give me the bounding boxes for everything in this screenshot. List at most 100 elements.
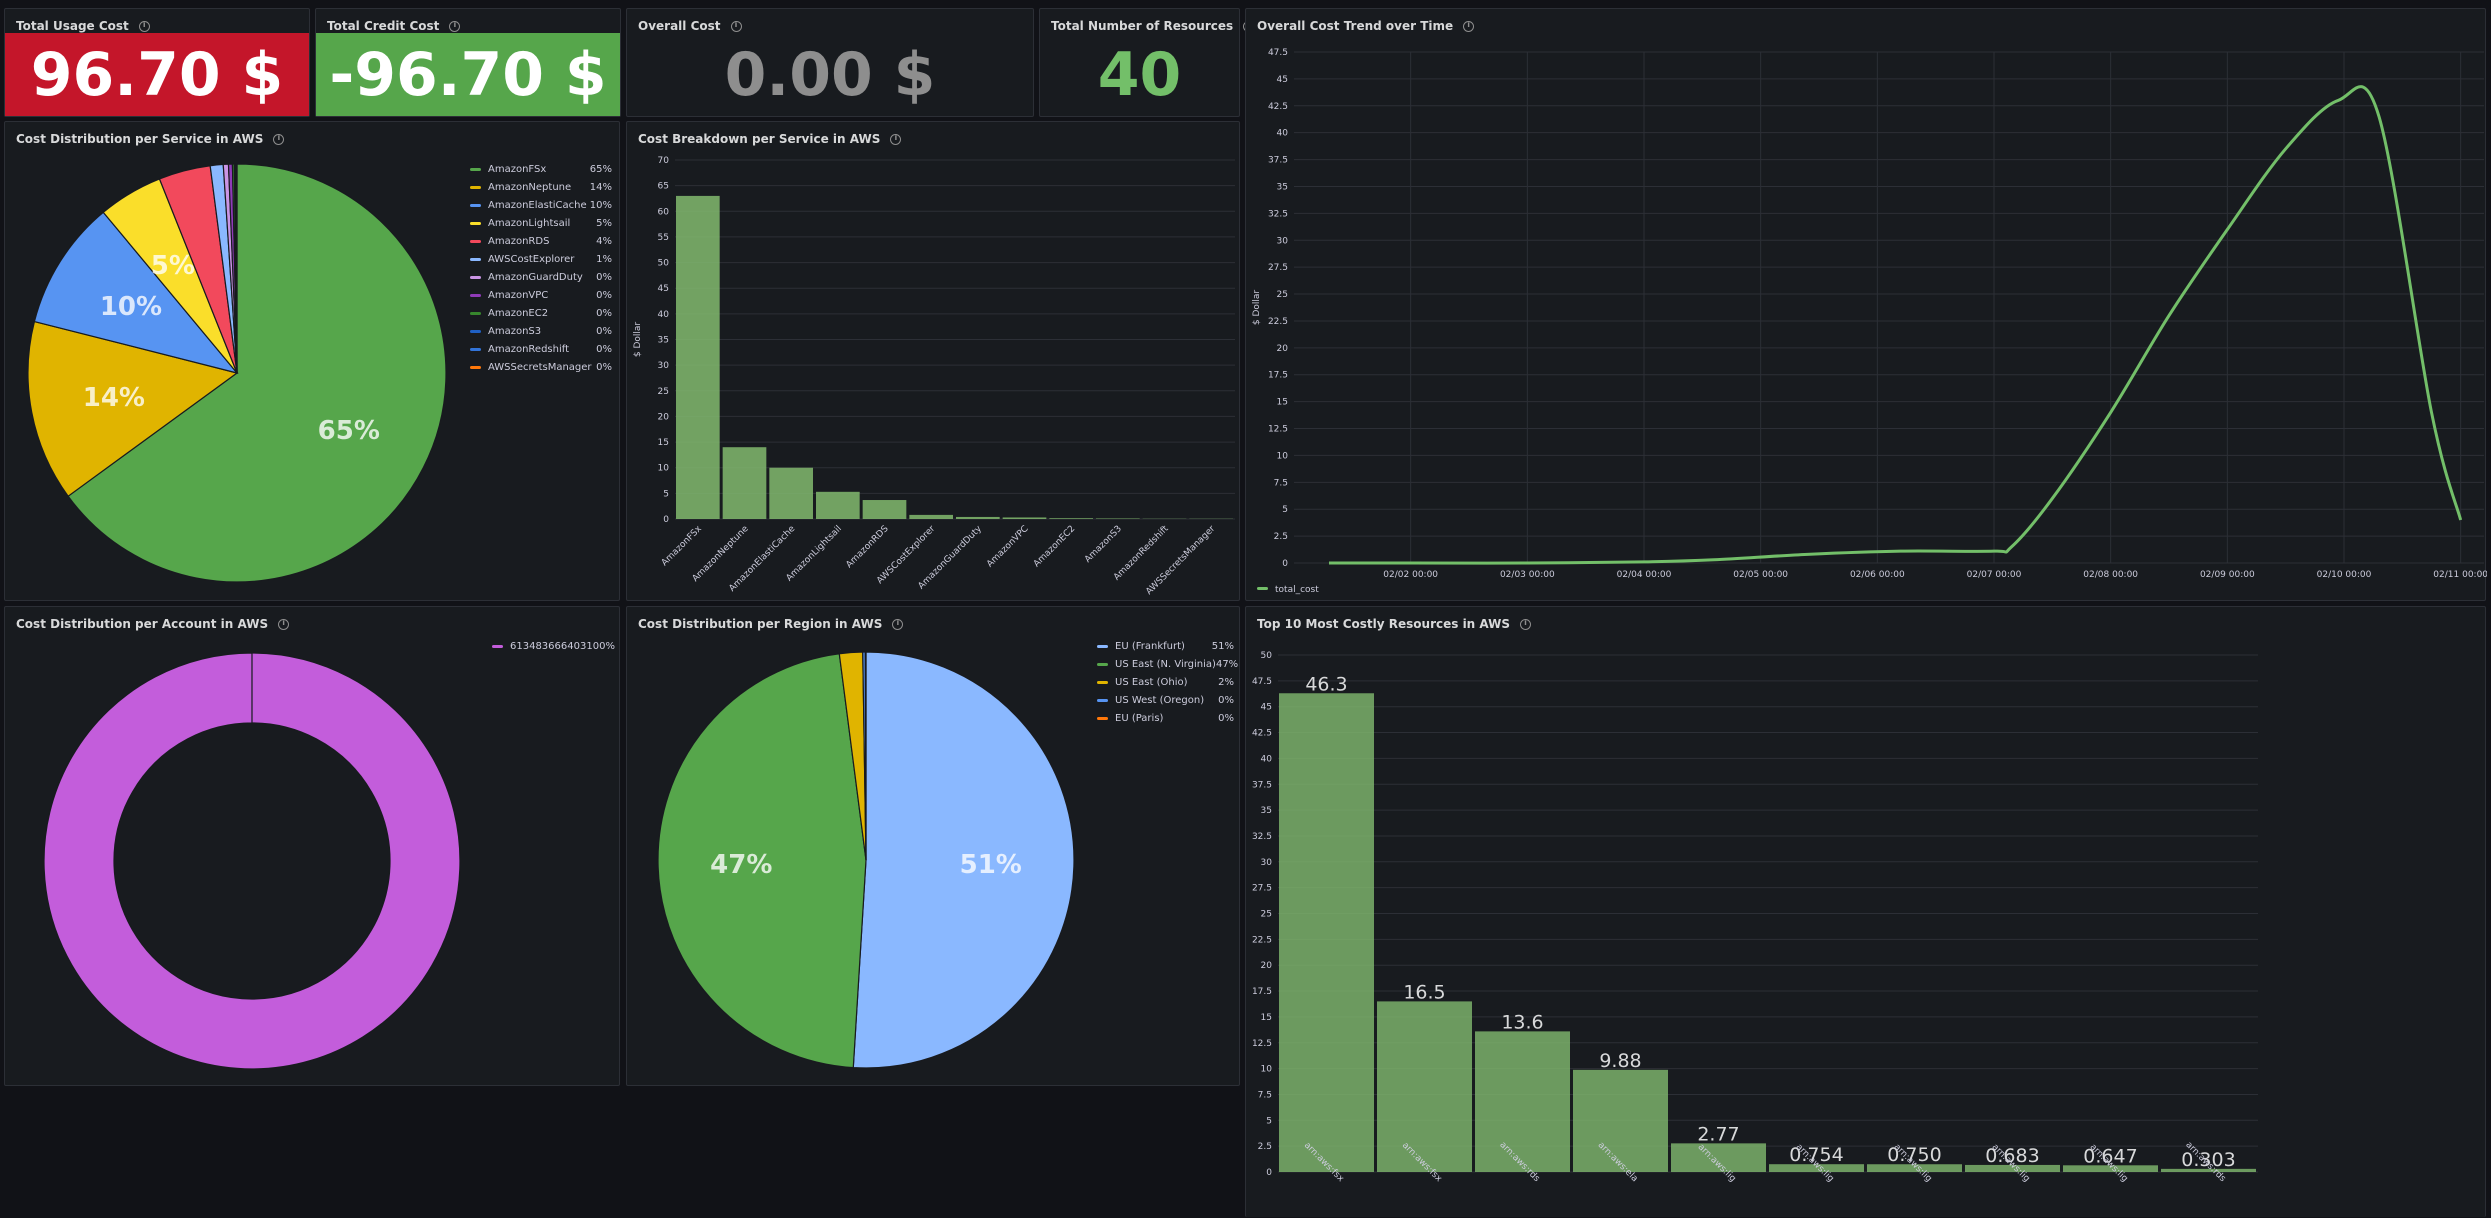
x-tick-label: 02/04 00:00 [1617,570,1672,580]
region-legend-item[interactable]: US East (Ohio)2% [1097,673,1234,691]
y-tick-label: 10 [658,464,670,474]
y-axis-label: $ Dollar [633,322,643,358]
legend-value: 0% [596,362,612,373]
y-tick-label: 0 [1282,559,1288,569]
legend-swatch [1097,717,1108,720]
legend-value: 2% [1218,677,1234,688]
y-tick-label: 20 [658,412,670,422]
legend-value: 0% [596,344,612,355]
y-tick-label: 20 [1261,961,1273,971]
bar-value-label: 46.3 [1305,673,1347,695]
y-tick-label: 40 [1277,129,1289,139]
y-tick-label: 37.5 [1268,156,1288,166]
y-tick-label: 2.5 [1258,1142,1272,1152]
y-tick-label: 42.5 [1268,102,1288,112]
y-tick-label: 27.5 [1268,263,1288,273]
bar [1049,518,1093,519]
y-tick-label: 32.5 [1252,832,1272,842]
legend-value: 1% [596,254,612,265]
legend-value: 5% [596,218,612,229]
legend-name: AmazonS3 [488,326,596,337]
legend-value: 0% [596,272,612,283]
legend-swatch [470,258,481,261]
bar [1475,1031,1570,1172]
x-tick-label: 02/09 00:00 [2200,570,2255,580]
legend-name: AmazonVPC [488,290,596,301]
panel-title: Total Usage Cost [16,19,150,33]
x-tick-label: 02/11 00:00 [2433,570,2487,580]
service-slice-label: 14% [83,383,145,413]
stat-value-box: 40 [1040,33,1239,116]
legend-value: 0% [1218,713,1234,724]
y-tick-label: 17.5 [1268,371,1288,381]
y-tick-label: 47.5 [1268,48,1288,58]
legend-name: AmazonEC2 [488,308,596,319]
y-tick-label: 5 [1266,1116,1272,1126]
info-icon[interactable] [449,21,460,32]
legend-label: total_cost [1275,585,1319,595]
stat-panel-total-usage: Total Usage Cost 96.70 $ [4,8,310,117]
legend-name: US East (N. Virginia) [1115,659,1216,670]
x-tick-label: 02/06 00:00 [1850,570,1905,580]
y-tick-label: 20 [1277,344,1289,354]
y-tick-label: 25 [1261,910,1272,920]
region-pie-legend: EU (Frankfurt)51%US East (N. Virginia)47… [1097,637,1234,727]
legend-name: US East (Ohio) [1115,677,1218,688]
region-legend-item[interactable]: EU (Paris)0% [1097,709,1234,727]
series-line-total-cost [1329,87,2461,563]
y-tick-label: 25 [1277,290,1288,300]
y-tick-label: 50 [1261,651,1273,661]
service-slice [236,164,237,373]
y-tick-label: 47.5 [1252,677,1272,687]
bar [1096,518,1140,519]
legend-value: 47% [1216,659,1238,670]
y-tick-label: 32.5 [1268,209,1288,219]
y-tick-label: 25 [658,387,669,397]
y-tick-label: 65 [658,182,669,192]
account-donut-chart [5,607,621,1087]
y-tick-label: 45 [1261,703,1272,713]
stat-value-box: 96.70 $ [5,33,309,116]
y-tick-label: 22.5 [1252,935,1272,945]
service-slice-label: 10% [100,292,162,322]
info-icon[interactable] [731,21,742,32]
y-tick-label: 15 [1261,1013,1272,1023]
legend-swatch [470,186,481,189]
info-icon[interactable] [139,21,150,32]
y-tick-label: 50 [658,259,670,269]
stat-panel-overall-cost: Overall Cost 0.00 $ [626,8,1034,117]
x-tick-label: AmazonRDS [844,524,890,570]
y-tick-label: 15 [658,438,669,448]
bar [1573,1070,1668,1172]
account-slice [44,653,460,1069]
region-legend-item[interactable]: EU (Frankfurt)51% [1097,637,1234,655]
y-tick-label: 30 [1261,858,1273,868]
bar [1279,693,1374,1172]
legend-swatch [470,276,481,279]
bar [816,492,860,519]
y-tick-label: 12.5 [1268,425,1288,435]
legend-value: 4% [596,236,612,247]
y-tick-label: 60 [658,207,670,217]
y-tick-label: 10 [1277,451,1289,461]
bar [723,447,767,519]
region-legend-item[interactable]: US East (N. Virginia)47% [1097,655,1234,673]
region-legend-item[interactable]: US West (Oregon)0% [1097,691,1234,709]
legend-swatch [1097,645,1108,648]
region-slice-label: 47% [710,850,772,880]
legend-value: 0% [596,326,612,337]
